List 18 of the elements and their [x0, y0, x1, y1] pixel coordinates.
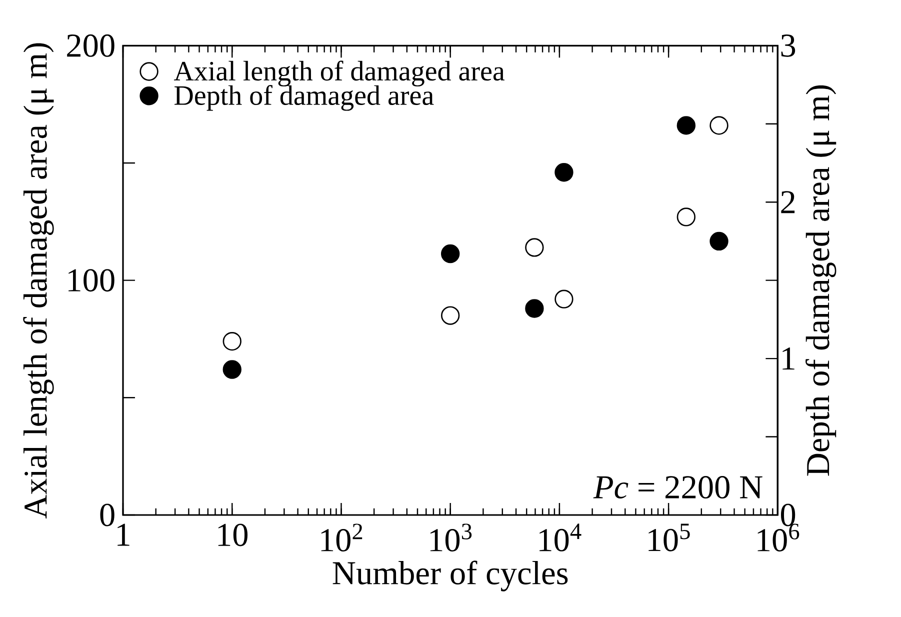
- x-tick-label: 10$^{5}$: [648, 524, 690, 552]
- legend-label: Depth of damaged area: [174, 85, 434, 111]
- x-axis-title: Number of cycles: [332, 560, 568, 592]
- x-tick-label: 10$^{4}$: [540, 524, 582, 552]
- y-axis-title: Axial length of damaged area (μ m): [23, 43, 54, 518]
- y-tick-label: 200: [67, 34, 114, 57]
- y2-tick-label: 2: [781, 191, 795, 214]
- x-tick-label: 10$^{2}$: [321, 524, 362, 552]
- y-tick-label: 0: [100, 504, 114, 526]
- legend-label: Axial length of damaged area: [174, 60, 505, 86]
- x-tick-label: 10: [218, 524, 248, 546]
- x-tick-label: 1: [118, 524, 130, 546]
- y2-tick-label: 3: [781, 34, 796, 57]
- annotation: Pc = 2200 N: [593, 476, 762, 499]
- y2-tick-label: 1: [782, 348, 794, 370]
- y2-axis-title: Depth of damaged area (μ m): [806, 85, 836, 476]
- x-tick-label: 10$^{3}$: [430, 524, 472, 552]
- y-tick-label: 100: [68, 269, 114, 292]
